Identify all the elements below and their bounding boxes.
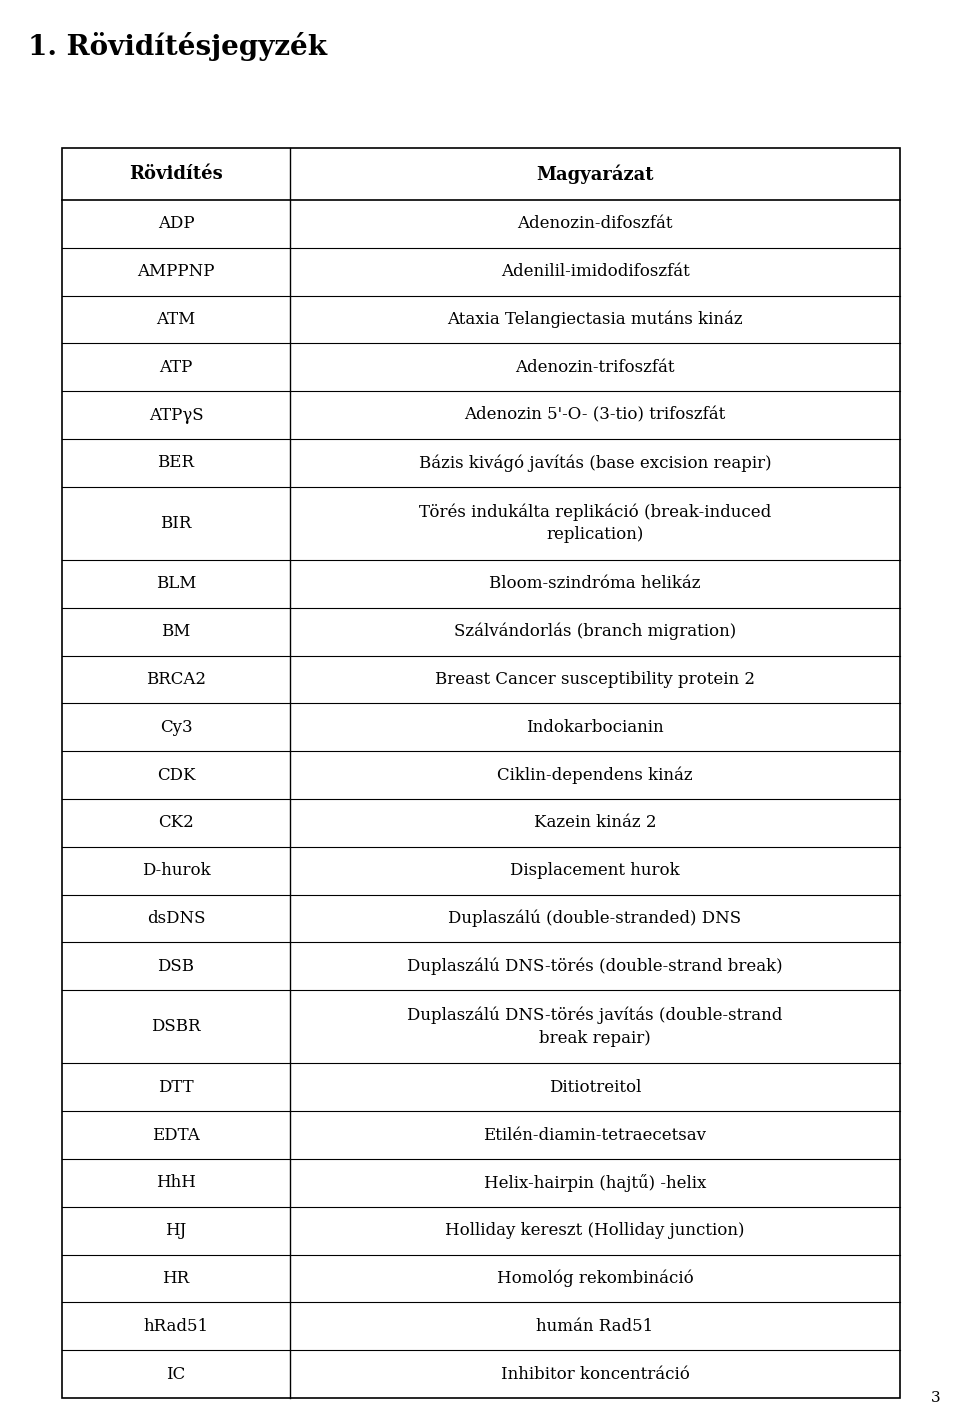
Text: EDTA: EDTA [152,1126,200,1143]
Text: BM: BM [161,624,191,641]
Text: Etilén-diamin-tetraecetsav: Etilén-diamin-tetraecetsav [484,1126,707,1143]
Text: CK2: CK2 [158,815,194,832]
Text: Adenozin-difoszfát: Adenozin-difoszfát [517,215,673,232]
Text: dsDNS: dsDNS [147,910,205,927]
Text: HJ: HJ [165,1222,186,1239]
Text: Törés indukálta replikáció (break-induced
replication): Törés indukálta replikáció (break-induce… [419,504,771,543]
Text: ATP: ATP [159,359,193,376]
Text: Adenozin-trifoszfát: Adenozin-trifoszfát [516,359,675,376]
Text: Duplaszálú DNS-törés (double-strand break): Duplaszálú DNS-törés (double-strand brea… [407,957,782,975]
Text: BIR: BIR [160,515,192,533]
Text: Kazein kináz 2: Kazein kináz 2 [534,815,657,832]
Text: Duplaszálú DNS-törés javítás (double-strand
break repair): Duplaszálú DNS-törés javítás (double-str… [407,1007,782,1047]
Text: Helix-hairpin (hajtű) -helix: Helix-hairpin (hajtű) -helix [484,1173,707,1192]
Text: Bloom-szindróma helikáz: Bloom-szindróma helikáz [490,575,701,592]
Text: humán Rad51: humán Rad51 [537,1317,654,1334]
Text: Rövidítés: Rövidítés [130,165,223,184]
Text: ADP: ADP [157,215,194,232]
Text: DTT: DTT [158,1079,194,1096]
Text: Magyarázat: Magyarázat [537,164,654,184]
Text: Ciklin-dependens kináz: Ciklin-dependens kináz [497,766,693,783]
Text: hRad51: hRad51 [143,1317,208,1334]
Text: HhH: HhH [156,1175,196,1192]
Text: IC: IC [166,1366,185,1383]
Text: Adenozin 5'-O- (3-tio) trifoszfát: Adenozin 5'-O- (3-tio) trifoszfát [465,407,726,423]
Text: BLM: BLM [156,575,196,592]
Text: Breast Cancer susceptibility protein 2: Breast Cancer susceptibility protein 2 [435,671,755,688]
Text: Homológ rekombináció: Homológ rekombináció [496,1270,693,1287]
Text: HR: HR [162,1270,189,1287]
Text: Inhibitor koncentráció: Inhibitor koncentráció [500,1366,689,1383]
Text: 3: 3 [930,1391,940,1405]
Text: CDK: CDK [156,766,195,783]
Text: 1. Rövidítésjegyzék: 1. Rövidítésjegyzék [28,31,327,61]
Bar [62,148,900,1398]
Text: Ditiotreitol: Ditiotreitol [549,1079,641,1096]
Text: Cy3: Cy3 [159,719,192,736]
Text: Ataxia Telangiectasia mutáns kináz: Ataxia Telangiectasia mutáns kináz [447,310,743,329]
Text: Bázis kivágó javítás (base excision reapir): Bázis kivágó javítás (base excision reap… [419,454,771,471]
Text: D-hurok: D-hurok [142,862,210,879]
Text: Indokarbocianin: Indokarbocianin [526,719,663,736]
Text: ATM: ATM [156,310,196,328]
Text: Holliday kereszt (Holliday junction): Holliday kereszt (Holliday junction) [445,1222,745,1239]
Text: ATPγS: ATPγS [149,407,204,423]
Text: BER: BER [157,454,195,471]
Text: AMPPNP: AMPPNP [137,263,215,281]
Text: BRCA2: BRCA2 [146,671,206,688]
Text: DSBR: DSBR [152,1018,201,1035]
Text: DSB: DSB [157,958,195,975]
Text: Displacement hurok: Displacement hurok [510,862,680,879]
Text: Szálvándorlás (branch migration): Szálvándorlás (branch migration) [454,622,736,641]
Text: Duplaszálú (double-stranded) DNS: Duplaszálú (double-stranded) DNS [448,910,741,927]
Text: Adenilil-imidodifoszfát: Adenilil-imidodifoszfát [500,263,689,281]
